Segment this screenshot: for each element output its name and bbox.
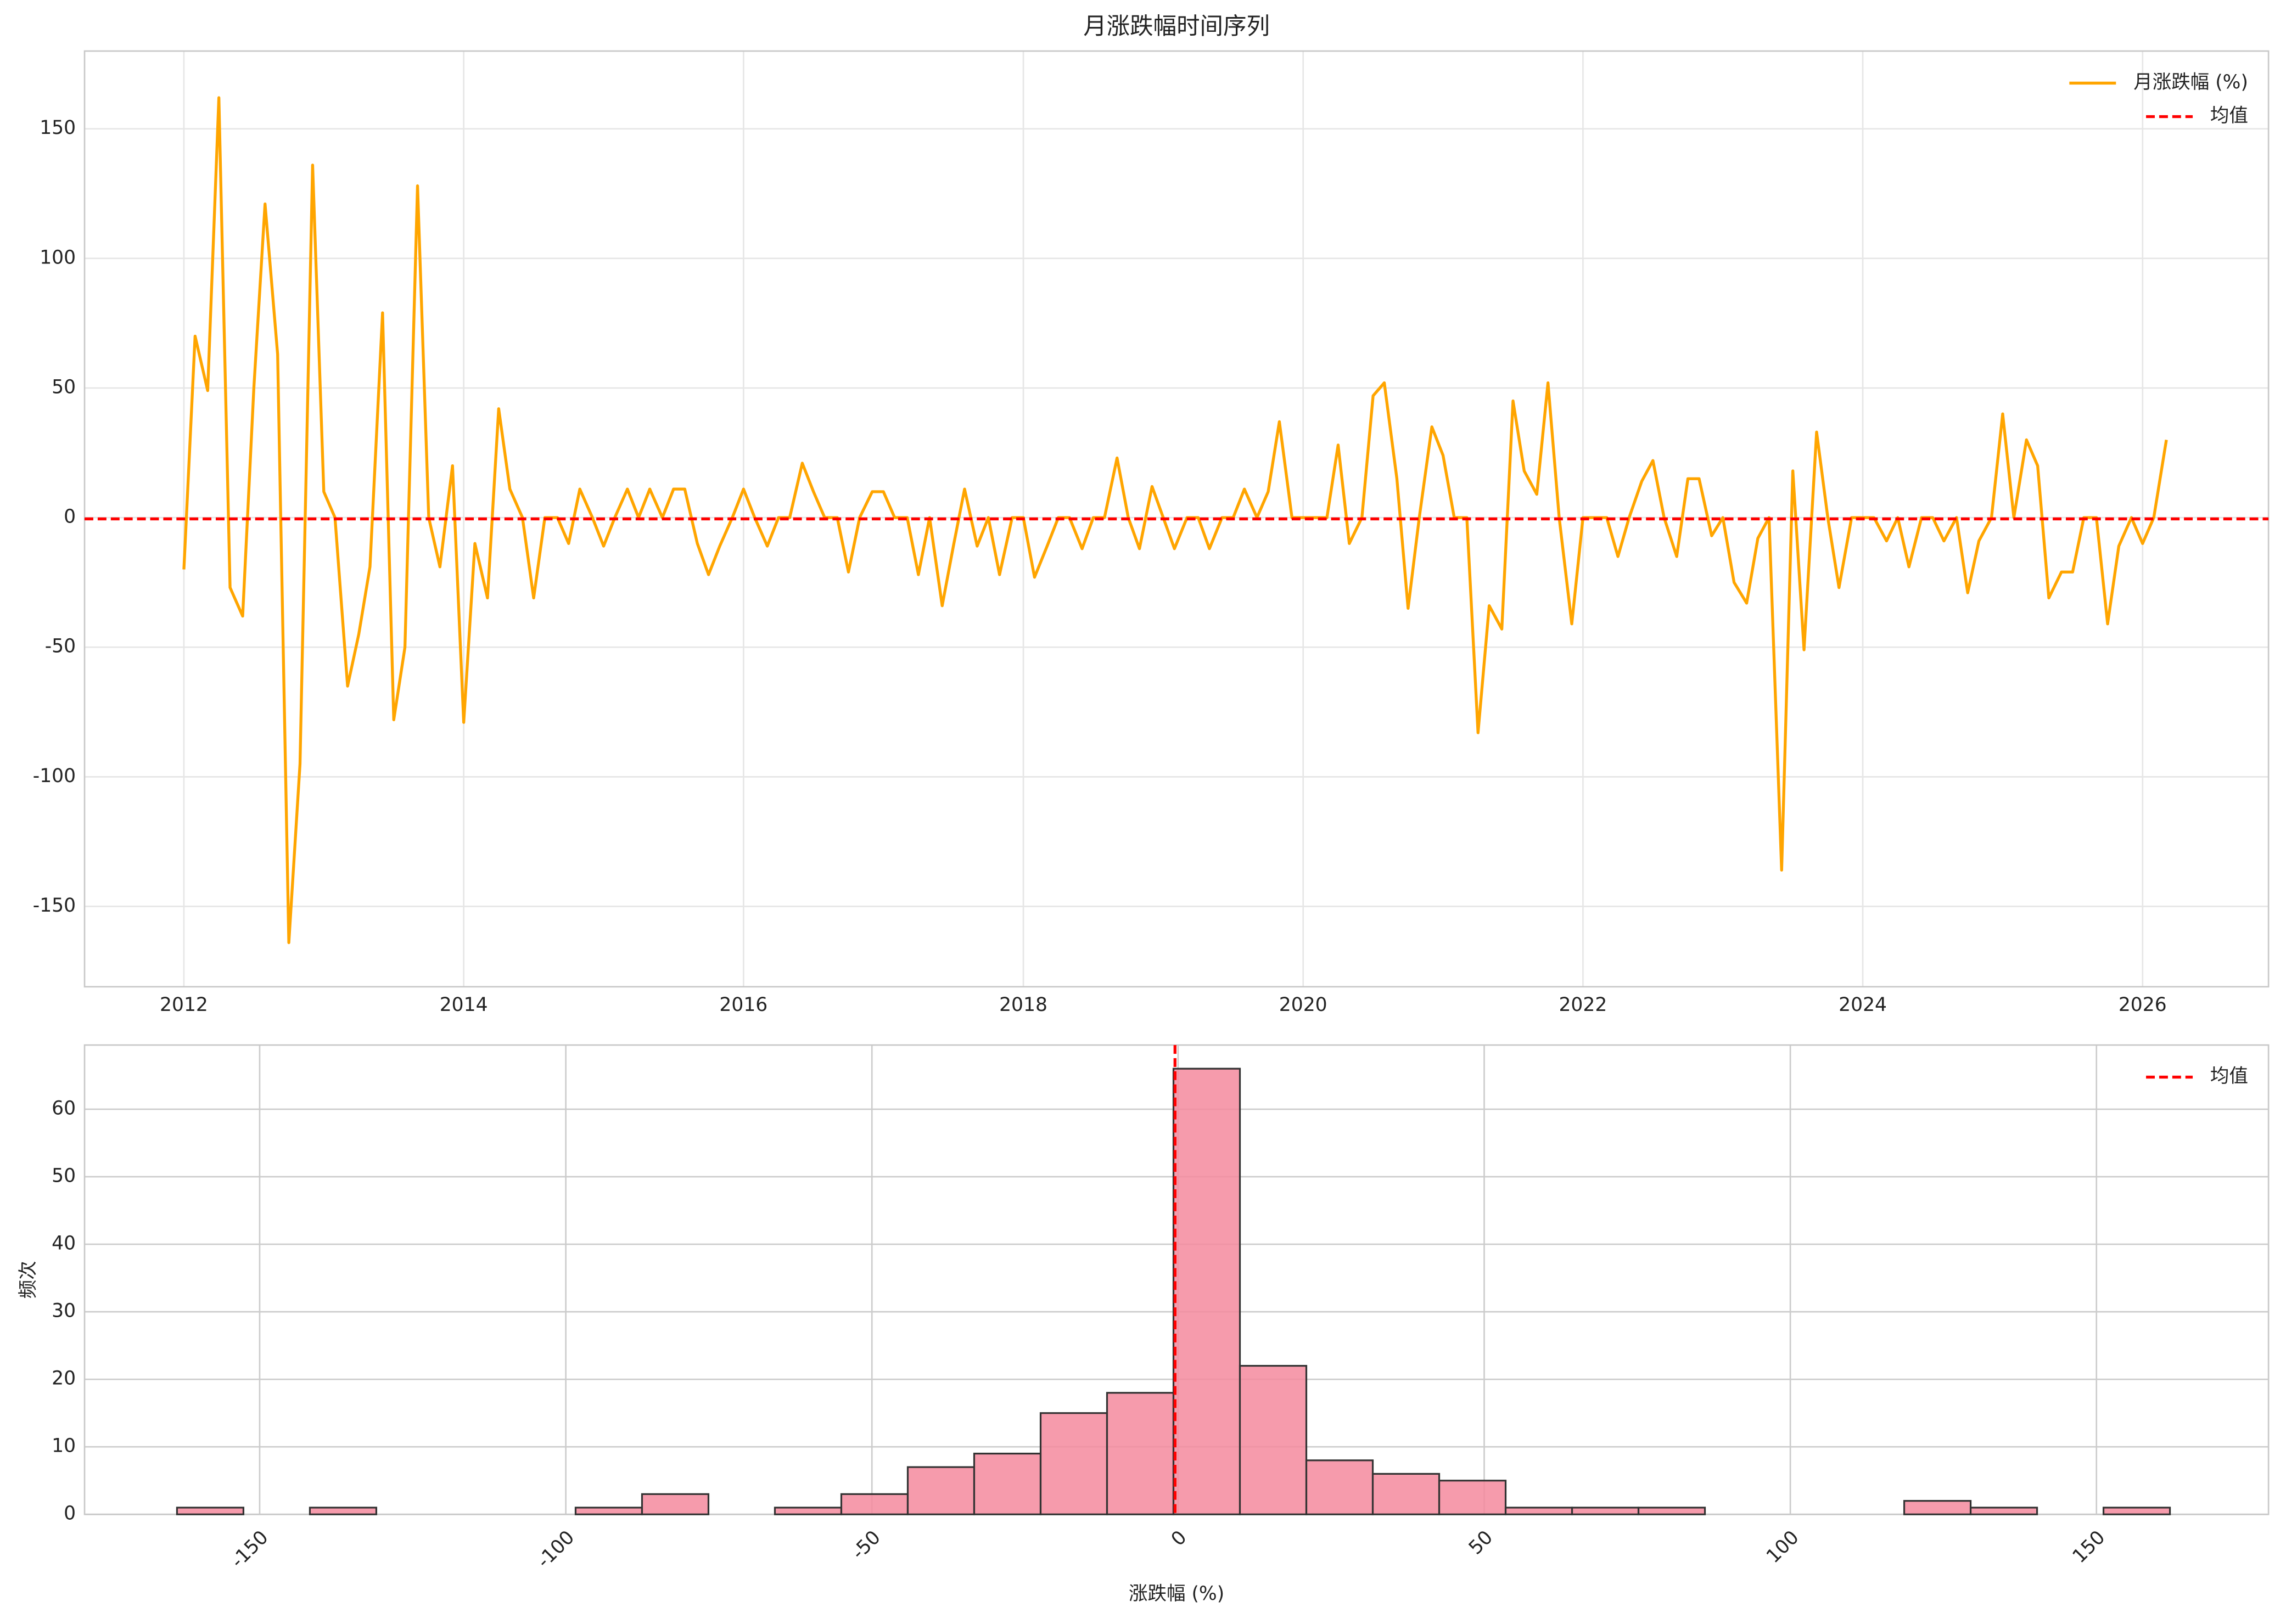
x-tick-label: 2020 [1279, 994, 1327, 1016]
chart-title: 月涨跌幅时间序列 [1083, 13, 1270, 40]
bar [1571, 1507, 1640, 1515]
bar [1305, 1459, 1374, 1515]
x-tick-label: 2012 [160, 994, 208, 1016]
x-tick-label: 2022 [1559, 994, 1607, 1016]
y-tick-label: -50 [45, 636, 76, 658]
y-tick-label: 0 [64, 1503, 76, 1525]
bar [574, 1507, 643, 1515]
bar [641, 1493, 710, 1515]
bar [1504, 1507, 1573, 1515]
y-tick-label: 30 [52, 1300, 76, 1322]
bar [1637, 1507, 1706, 1515]
bar [774, 1507, 843, 1515]
bar [309, 1507, 378, 1515]
y-tick-label: 0 [64, 506, 76, 528]
x-axis-label: 涨跌幅 (%) [1129, 1583, 1224, 1605]
x-tick-label: 2026 [2119, 994, 2167, 1016]
legend-label: 月涨跌幅 (%) [2133, 71, 2248, 93]
x-tick-label: 2014 [440, 994, 488, 1016]
x-tick-label: 2018 [999, 994, 1047, 1016]
bar [2102, 1507, 2171, 1515]
bar [1969, 1507, 2038, 1515]
y-axis-label: 频次 [18, 1261, 40, 1299]
bar [906, 1466, 976, 1515]
y-tick-label: 100 [40, 246, 76, 268]
y-tick-label: 50 [52, 1165, 76, 1187]
bar [973, 1452, 1042, 1515]
y-tick-label: -150 [33, 895, 76, 917]
y-tick-label: 20 [52, 1368, 76, 1390]
bar [1903, 1500, 1972, 1515]
y-tick-label: 150 [40, 117, 76, 139]
x-tick-label: 2024 [1839, 994, 1887, 1016]
legend-label: 均值 [2210, 105, 2248, 127]
data-line [182, 96, 2168, 945]
y-tick-label: -100 [33, 765, 76, 787]
legend-label: 均值 [2210, 1065, 2248, 1087]
bar [1438, 1480, 1507, 1515]
bar [1371, 1473, 1441, 1515]
bar [1172, 1067, 1241, 1515]
bar [1106, 1392, 1175, 1515]
bar [1239, 1364, 1308, 1515]
y-tick-label: 50 [52, 376, 76, 398]
y-tick-label: 60 [52, 1098, 76, 1120]
bar [1039, 1412, 1108, 1515]
bar [840, 1493, 909, 1515]
y-tick-label: 40 [52, 1233, 76, 1255]
bar [176, 1507, 245, 1515]
y-tick-label: 10 [52, 1435, 76, 1457]
x-tick-label: 2016 [719, 994, 767, 1016]
